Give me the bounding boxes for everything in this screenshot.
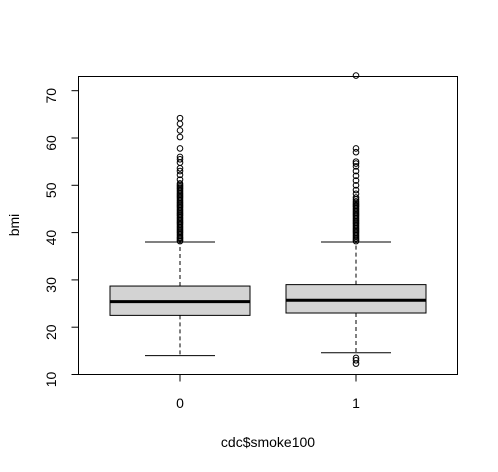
- outlier-point: [352, 357, 360, 364]
- outlier-point: [352, 354, 360, 362]
- outlier-point: [352, 167, 360, 175]
- x-tick-label-1: 1: [352, 395, 360, 411]
- outlier-point: [352, 148, 360, 156]
- outlier-point: [176, 133, 184, 141]
- y-tick-label-60: 60: [43, 135, 59, 151]
- y-tick-label-70: 70: [43, 88, 59, 104]
- outlier-point: [352, 177, 360, 184]
- outlier-point: [352, 186, 360, 194]
- y-tick-label-50: 50: [43, 182, 59, 198]
- plot-frame: [78, 76, 458, 375]
- outlier-point: [352, 190, 360, 198]
- outlier-point: [352, 194, 360, 201]
- box-layer: [109, 241, 427, 357]
- outlier-point: [176, 145, 184, 152]
- outlier-point: [352, 160, 360, 167]
- outlier-point: [352, 158, 360, 165]
- y-tick-label-40: 40: [43, 230, 59, 246]
- y-axis-label: bmi: [6, 214, 22, 237]
- x-tick-label-0: 0: [176, 395, 184, 411]
- outlier-point: [176, 167, 184, 175]
- outlier-point: [176, 114, 184, 122]
- outlier-point: [352, 181, 360, 189]
- outlier-point: [352, 198, 360, 205]
- outlier-point: [352, 72, 360, 79]
- outlier-point: [352, 145, 360, 152]
- outlier-point: [352, 163, 360, 170]
- y-tick-label-20: 20: [43, 324, 59, 340]
- outlier-point: [176, 155, 184, 163]
- outlier-point: [176, 176, 184, 183]
- outlier-point: [176, 153, 184, 161]
- outlier-point: [352, 172, 360, 180]
- outlier-point: [176, 171, 184, 179]
- outlier-point: [176, 120, 184, 128]
- outlier-point: [176, 127, 184, 134]
- y-tick-label-30: 30: [43, 277, 59, 293]
- outlier-point: [176, 180, 184, 187]
- y-axis: 10 20 30 40 50 60 70: [43, 88, 79, 388]
- y-tick-label-10: 10: [43, 372, 59, 388]
- outlier-layer: [176, 72, 360, 367]
- x-axis-label: cdc$smoke100: [221, 434, 315, 450]
